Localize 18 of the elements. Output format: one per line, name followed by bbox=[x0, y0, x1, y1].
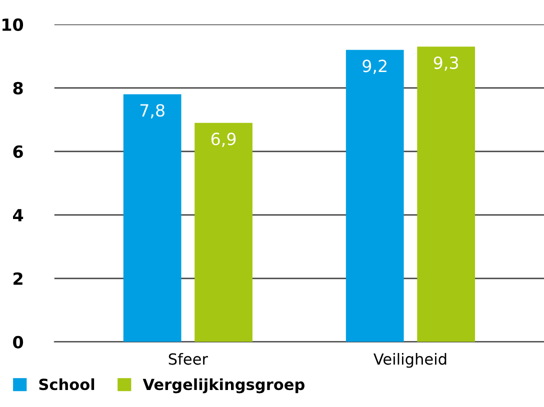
y-tick-label: 10 bbox=[2, 18, 24, 31]
legend-label: Vergelijkingsgroep bbox=[142, 378, 304, 394]
y-tick-label: 4 bbox=[13, 209, 24, 222]
y-tick-label: 8 bbox=[13, 82, 23, 94]
y-tick-label: 2 bbox=[14, 272, 22, 285]
bar bbox=[194, 122, 252, 342]
data-label: 7,8 bbox=[140, 104, 164, 118]
bar bbox=[123, 94, 182, 342]
y-tick-label: 0 bbox=[13, 336, 24, 348]
x-tick-label: Sfeer bbox=[168, 352, 208, 365]
x-tick-label: Veiligheid bbox=[374, 352, 446, 368]
data-label: 9,3 bbox=[434, 56, 458, 71]
bar bbox=[346, 50, 404, 342]
data-label: 6,9 bbox=[211, 132, 236, 147]
y-tick-label: 6 bbox=[13, 145, 23, 158]
data-label: 9,2 bbox=[362, 60, 386, 74]
legend-label: School bbox=[39, 378, 94, 390]
bar bbox=[417, 46, 476, 342]
